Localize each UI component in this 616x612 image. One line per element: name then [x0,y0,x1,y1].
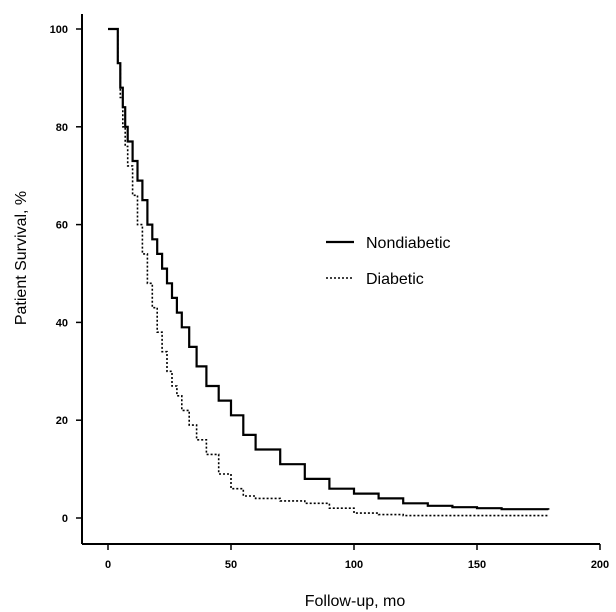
legend-label-nondiabetic: Nondiabetic [366,235,451,252]
y-tick-label-20: 20 [56,415,68,427]
series-line-nondiabetic [108,27,550,511]
y-tick-label-100: 100 [50,24,68,36]
y-axis-ticks: 0 20 40 60 80 100 [50,24,82,525]
y-tick-label-40: 40 [56,317,68,329]
y-tick-label-60: 60 [56,220,68,232]
x-tick-label-200: 200 [591,559,609,571]
x-tick-label-50: 50 [225,559,237,571]
x-axis-label: Follow-up, mo [305,593,406,610]
plot-lines [108,27,550,517]
x-tick-label-0: 0 [105,559,111,571]
x-axis-ticks: 0 50 100 150 200 [105,544,609,571]
y-tick-label-0: 0 [62,513,68,525]
legend-label-diabetic: Diabetic [366,271,424,288]
y-axis-label: Patient Survival, % [13,191,30,325]
x-tick-label-150: 150 [468,559,486,571]
series-line-diabetic [108,28,549,517]
y-tick-label-80: 80 [56,122,68,134]
x-tick-label-100: 100 [345,559,363,571]
legend: Nondiabetic Diabetic [326,235,451,288]
